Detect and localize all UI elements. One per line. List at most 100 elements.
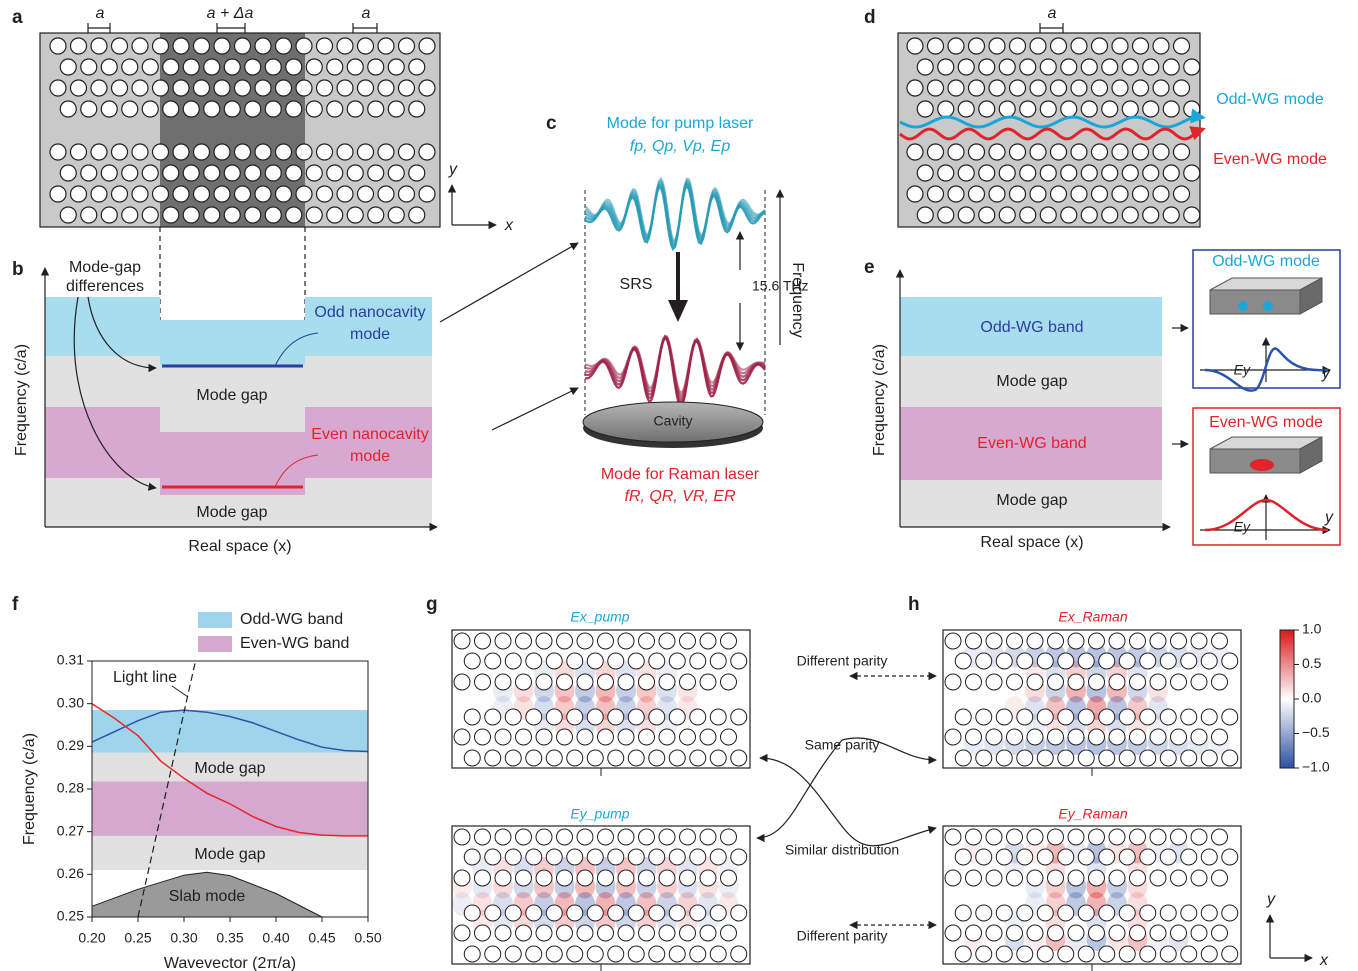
hole [587,946,603,962]
hole [1068,633,1084,649]
hole [1150,674,1166,690]
hole [1212,870,1228,886]
label: Mode gap [996,492,1067,509]
hole [1058,905,1074,921]
hole [1163,59,1179,75]
label: Mode for pump laser [607,115,754,132]
hole [659,870,675,886]
label: a [12,7,23,28]
hole [1010,144,1026,160]
hole [1130,925,1146,941]
hole [945,925,961,941]
hole [255,186,271,202]
hole [1027,829,1043,845]
colorbar-tick-label: −1.0 [1302,759,1330,775]
label: x [1319,952,1329,969]
hole [1150,925,1166,941]
hole [700,633,716,649]
hole [1037,905,1053,921]
hole [245,101,261,117]
hole [690,653,706,669]
hole [639,870,655,886]
hole [1061,207,1077,223]
hole [112,80,128,96]
hole [1068,870,1084,886]
hole [945,633,961,649]
label: Mode gap [196,387,267,404]
hole [475,674,491,690]
hole [1078,750,1094,766]
hole [265,207,281,223]
hole [1201,709,1217,725]
label: Frequency (c/a) [871,344,888,456]
label: Real space (x) [980,534,1083,551]
hole [1020,207,1036,223]
hole [1078,849,1094,865]
region [45,407,160,478]
hole [495,829,511,845]
label: Same parity [805,737,880,753]
hole [958,59,974,75]
hole [358,80,374,96]
hole [50,144,66,160]
x-tick-label: 0.20 [78,930,105,946]
hole [1048,674,1064,690]
hole [183,59,199,75]
hole [976,905,992,921]
hole [1092,144,1108,160]
label: Mode gap [996,373,1067,390]
hole [1078,709,1094,725]
hole [567,653,583,669]
hole [628,946,644,962]
hole [409,101,425,117]
gap-label: Mode gap [194,846,265,863]
label: Real space (x) [188,538,291,555]
hole [955,946,971,962]
hole [245,165,261,181]
hole [1174,186,1190,202]
hole [1140,849,1156,865]
hole [485,849,501,865]
hole [454,829,470,845]
hole [628,905,644,921]
hole [1163,165,1179,181]
hole [986,870,1002,886]
x-tick-label: 0.45 [308,930,335,946]
label: fR, QR, VR, ER [624,488,736,505]
hole [587,849,603,865]
hole [546,750,562,766]
hole [183,207,199,223]
hole [649,653,665,669]
hole [649,750,665,766]
hole [1171,633,1187,649]
hole [1089,870,1105,886]
hole [989,144,1005,160]
hole [173,144,189,160]
region [305,478,432,527]
arrow [760,758,936,846]
y-tick-label: 0.30 [57,694,84,710]
hole [255,80,271,96]
hole [454,925,470,941]
label: Ey_pump [570,806,629,822]
hole [999,207,1015,223]
label: a [362,5,371,22]
hole [928,186,944,202]
hole [1163,101,1179,117]
hole [358,186,374,202]
hole [608,750,624,766]
hole [721,925,737,941]
hole [163,59,179,75]
hole [1058,849,1074,865]
hole [1201,849,1217,865]
hole [1184,101,1200,117]
hole [598,870,614,886]
hole [153,144,169,160]
hole [966,729,982,745]
hole [1099,750,1115,766]
hole [907,186,923,202]
hole [163,165,179,181]
hole [1181,905,1197,921]
hole [1143,165,1159,181]
